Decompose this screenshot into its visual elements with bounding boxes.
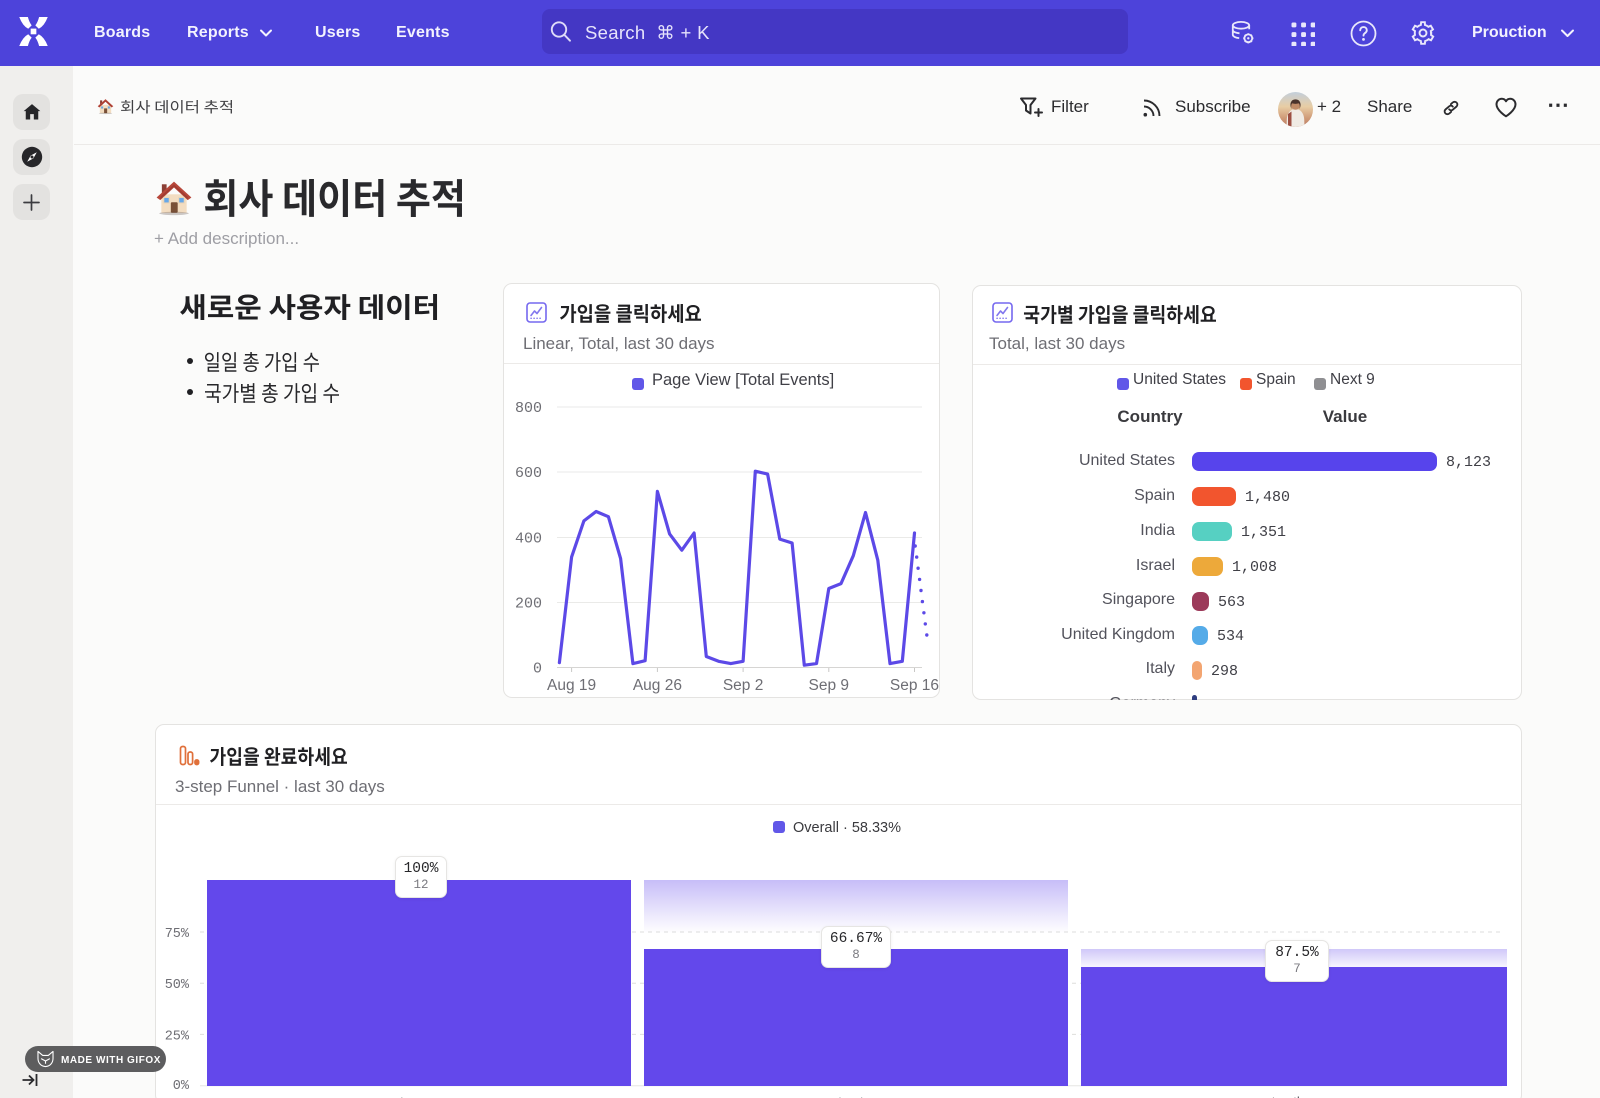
svg-text:Aug 26: Aug 26 bbox=[633, 677, 682, 694]
svg-text:Sep 16: Sep 16 bbox=[890, 677, 939, 694]
svg-text:Sep 2: Sep 2 bbox=[723, 677, 764, 694]
svg-text:25%: 25% bbox=[165, 1029, 190, 1044]
svg-text:50%: 50% bbox=[165, 978, 190, 993]
svg-text:75%: 75% bbox=[165, 927, 190, 942]
svg-text:Sep 9: Sep 9 bbox=[809, 677, 850, 694]
svg-text:0%: 0% bbox=[173, 1079, 190, 1094]
svg-text:400: 400 bbox=[515, 531, 542, 548]
svg-text:800: 800 bbox=[515, 400, 542, 417]
svg-text:200: 200 bbox=[515, 596, 542, 613]
svg-text:0: 0 bbox=[533, 661, 542, 678]
svg-text:600: 600 bbox=[515, 465, 542, 482]
svg-text:Aug 19: Aug 19 bbox=[547, 677, 596, 694]
